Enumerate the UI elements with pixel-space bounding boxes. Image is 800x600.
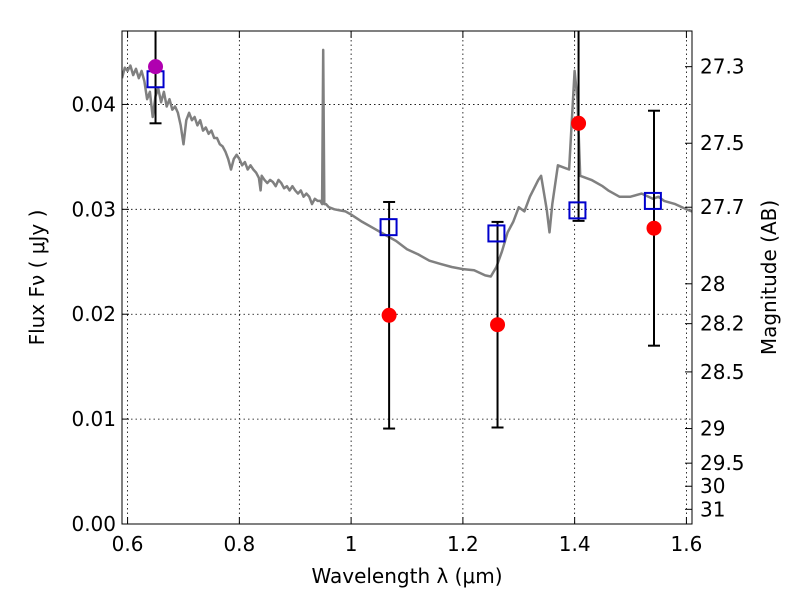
model-square-point xyxy=(643,191,662,210)
x-tick-label: 1.4 xyxy=(559,532,591,556)
observed-point xyxy=(571,115,587,131)
y2-tick-label: 31 xyxy=(700,497,725,521)
y-tick-label: 0.03 xyxy=(71,197,116,221)
model-square-point xyxy=(379,218,398,237)
x-axis-label: Wavelength λ (μm) xyxy=(311,564,502,588)
y2-axis-label: Magnitude (AB) xyxy=(757,200,781,355)
y2-tick-label: 30 xyxy=(700,474,725,498)
model-square-point xyxy=(487,224,506,243)
x-tick-label: 1.6 xyxy=(671,532,703,556)
y-tick-label: 0.04 xyxy=(71,92,116,116)
observed-point xyxy=(646,220,662,236)
model-square-point xyxy=(568,201,587,220)
x-tick-label: 1 xyxy=(345,532,358,556)
y2-tick-label: 28.2 xyxy=(700,312,745,336)
x-tick-label: 0.6 xyxy=(112,532,144,556)
plot-area xyxy=(122,31,692,430)
observed-point xyxy=(490,317,506,333)
y2-tick-label: 27.7 xyxy=(700,195,745,219)
plot-frame xyxy=(121,30,693,525)
y-tick-label: 0.01 xyxy=(71,407,116,431)
grid xyxy=(122,31,692,525)
y-axis-label: Flux Fν ( μJy ) xyxy=(25,210,49,346)
spectrum-line xyxy=(122,48,692,278)
y2-tick-label: 28.5 xyxy=(700,360,745,384)
y-tick-label: 0.00 xyxy=(71,512,116,536)
y2-tick-label: 29.5 xyxy=(700,451,745,475)
x-tick-label: 1.2 xyxy=(447,532,479,556)
y-tick-label: 0.02 xyxy=(71,302,116,326)
y2-tick-label: 29 xyxy=(700,417,725,441)
axes-ticks: 0.6 0.8 1 1.2 1.4 1.6 0.00 0.01 0.02 0.03 0.04 27.3… xyxy=(71,31,745,556)
y2-tick-label: 28 xyxy=(700,272,725,296)
y2-tick-label: 27.3 xyxy=(700,55,745,79)
observed-point xyxy=(381,307,397,323)
y2-tick-label: 27.5 xyxy=(700,131,745,155)
x-tick-label: 0.8 xyxy=(223,532,255,556)
observed-point xyxy=(148,59,164,75)
